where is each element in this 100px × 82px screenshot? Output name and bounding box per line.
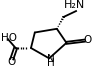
Text: H: H (47, 58, 55, 68)
Text: O: O (7, 57, 15, 67)
Text: O: O (83, 35, 91, 45)
Text: H₂N: H₂N (64, 0, 85, 10)
Text: N: N (47, 54, 55, 64)
Text: HO: HO (1, 33, 17, 43)
